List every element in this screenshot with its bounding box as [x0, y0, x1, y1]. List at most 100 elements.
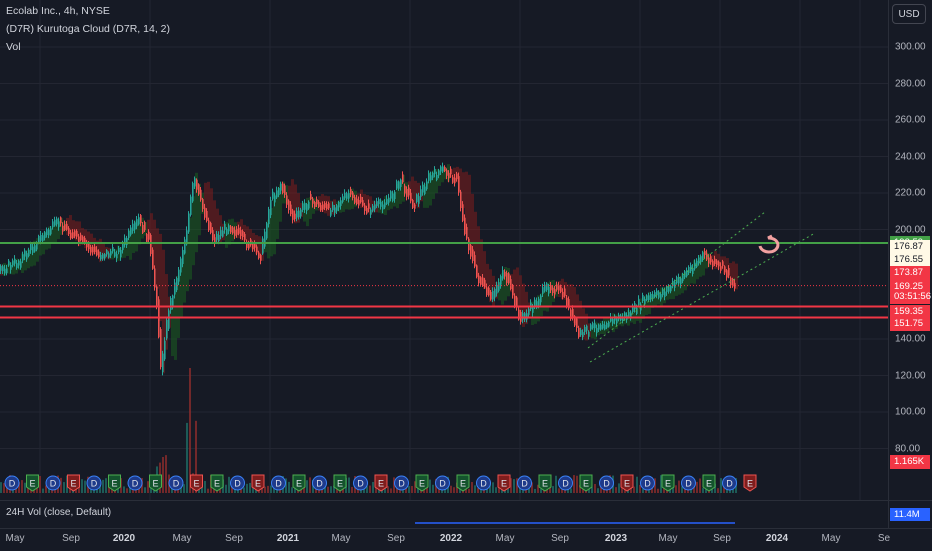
price-tick: 200.00 [895, 224, 926, 235]
event-marker-label: E [337, 479, 343, 489]
earnings-marker [497, 474, 511, 492]
event-marker-label: D [603, 479, 610, 489]
price-badge: 03:51:56 [890, 289, 931, 304]
price-chart[interactable]: D E D E D E D E D E E D E D E D E D E D E D E D E D E D E D E D E D E D E Ec… [0, 0, 888, 500]
dividend-marker [517, 475, 532, 491]
price-badge: 1.165K [890, 455, 930, 470]
dividend-marker [558, 475, 573, 491]
event-marker-label: E [29, 479, 35, 489]
volume-legend[interactable]: Vol [6, 41, 21, 53]
dividend-marker [435, 475, 450, 491]
event-marker-label: D [173, 479, 180, 489]
time-tick: May [821, 533, 841, 544]
price-tick: 260.00 [895, 114, 926, 126]
volume-pane[interactable]: 24H Vol (close, Default) [0, 500, 888, 529]
earnings-marker [415, 474, 429, 492]
dividend-marker [86, 475, 102, 491]
event-marker-label: D [357, 479, 364, 489]
indicator-legend[interactable]: (D7R) Kurutoga Cloud (D7R, 14, 2) [6, 23, 170, 35]
time-tick: Sep [551, 533, 569, 544]
volume-axis: 11.4M [888, 500, 932, 529]
earnings-marker [190, 474, 203, 492]
event-marker-label: E [747, 479, 753, 489]
price-tick: 220.00 [895, 187, 926, 199]
price-tick: 120.00 [895, 370, 926, 381]
price-badge: 151.75 [890, 316, 930, 331]
dividend-marker [271, 475, 286, 491]
event-marker-label: D [132, 479, 139, 489]
earnings-marker [251, 474, 265, 492]
event-marker-label: D [685, 479, 692, 489]
price-badge: 176.87 [890, 240, 930, 255]
circle-annotation [758, 234, 780, 254]
volume-badge: 11.4M [890, 508, 930, 521]
time-axis[interactable]: May Sep 2020 May Sep 2021 May Sep 2022 May Sep 2023… [0, 528, 932, 551]
time-tick: 2021 [276, 533, 300, 544]
time-tick: May [495, 533, 515, 544]
time-tick: Se [877, 533, 891, 544]
dividend-marker [476, 475, 491, 491]
dividend-marker [681, 475, 696, 491]
earnings-marker [456, 474, 470, 492]
event-marker-label: D [275, 479, 282, 489]
earnings-marker [67, 474, 80, 492]
kurutoga-cloud [0, 164, 738, 374]
earnings-marker [702, 474, 716, 492]
event-marker-label: E [419, 479, 425, 489]
event-marker-label: D [398, 479, 405, 489]
dividend-marker [45, 475, 61, 491]
event-marker-label: D [726, 479, 733, 489]
event-marker-label: E [665, 479, 671, 489]
volume-bars [0, 368, 737, 493]
event-marker-label: D [521, 479, 528, 489]
earnings-marker [374, 474, 388, 492]
time-tick: Sep [62, 533, 80, 544]
candles [0, 162, 736, 376]
dividend-marker [127, 475, 143, 491]
event-marker-label: D [562, 479, 569, 489]
event-marker-label: D [316, 479, 323, 489]
earnings-marker [743, 474, 757, 492]
event-marker-label: D [50, 479, 57, 489]
price-tick: 80.00 [895, 443, 921, 454]
price-axis[interactable]: 300.00 280.00 260.00 240.00 220.00 200.00 140.… [888, 0, 932, 500]
channel-upper [587, 211, 766, 349]
event-marker-label: E [152, 479, 158, 489]
earnings-marker [620, 474, 634, 492]
dividend-marker [353, 475, 368, 491]
dividend-marker [394, 475, 409, 491]
price-tick: 240.00 [895, 151, 926, 162]
event-marker-label: D [234, 479, 241, 489]
event-marker-label: D [439, 479, 446, 489]
time-tick: 2020 [112, 533, 136, 544]
price-badge: 176.55 [890, 252, 930, 267]
time-tick: Sep [225, 533, 243, 544]
earnings-marker [333, 474, 347, 492]
earnings-marker [26, 474, 39, 492]
event-marker-label: E [542, 479, 548, 489]
price-badge: 159.35 [890, 304, 930, 319]
earnings-marker [210, 474, 224, 492]
event-marker-label: E [460, 479, 466, 489]
event-marker-label: E [111, 479, 117, 489]
price-tick: 300.00 [895, 41, 926, 53]
time-tick: 2022 [439, 533, 463, 544]
time-tick: Sep [387, 533, 405, 544]
event-marker-label: E [214, 479, 220, 489]
event-marker-label: E [583, 479, 589, 489]
event-marker-label: E [378, 479, 384, 489]
event-marker-label: E [624, 479, 630, 489]
volume-pane-canvas [415, 522, 735, 524]
currency-button[interactable]: USD [892, 4, 926, 24]
earnings-marker [149, 474, 162, 492]
event-marker-label: E [70, 479, 76, 489]
channel-lower [589, 232, 816, 363]
dividend-marker [168, 475, 184, 491]
dividend-marker [230, 475, 245, 491]
price-tick: 140.00 [895, 333, 926, 345]
symbol-legend[interactable]: Ecolab Inc., 4h, NYSE [6, 5, 110, 17]
event-marker-label: E [706, 479, 712, 489]
price-badge: 173.87 [890, 265, 930, 280]
